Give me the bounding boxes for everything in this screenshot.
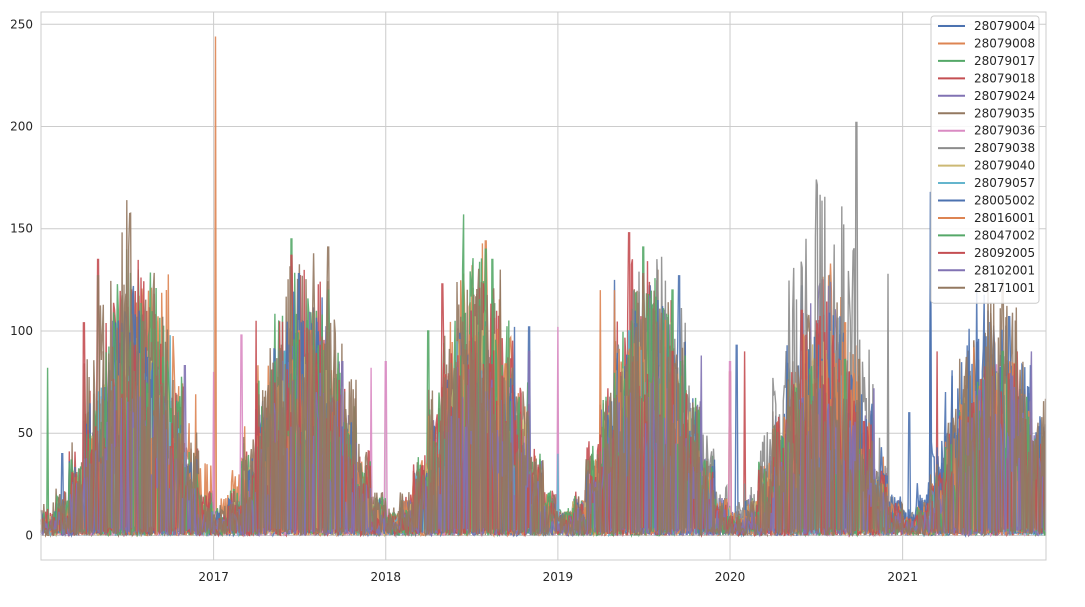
legend-label: 28079036 — [974, 124, 1035, 138]
y-tick-label: 50 — [18, 426, 33, 440]
legend-label: 28079040 — [974, 159, 1035, 173]
legend-label: 28079004 — [974, 19, 1035, 33]
y-axis-ticks: 0 50 100 150 200 250 — [10, 17, 33, 542]
x-tick-label: 2018 — [370, 570, 401, 584]
legend-label: 28079017 — [974, 54, 1035, 68]
legend: 28079004 28079008 28079017 28079018 28079024… — [930, 15, 1040, 304]
legend-label: 28171001 — [974, 281, 1035, 295]
legend-label: 28079018 — [974, 71, 1035, 85]
x-tick-label: 2021 — [887, 570, 918, 584]
plot-frame — [40, 11, 1047, 561]
x-tick-label: 2019 — [543, 570, 574, 584]
grid-lines — [41, 12, 1046, 560]
legend-label: 28079038 — [974, 141, 1035, 155]
x-axis-ticks: 2017 2018 2019 2020 2021 — [198, 570, 918, 584]
y-tick-label: 0 — [25, 528, 33, 542]
legend-label: 28102001 — [974, 263, 1035, 277]
legend-label: 28016001 — [974, 211, 1035, 225]
legend-label: 28079024 — [974, 89, 1035, 103]
y-tick-label: 100 — [10, 324, 33, 338]
x-tick-label: 2020 — [715, 570, 746, 584]
legend-label: 28047002 — [974, 228, 1035, 242]
legend-label: 28079008 — [974, 36, 1035, 50]
legend-label: 28079035 — [974, 106, 1035, 120]
legend-label: 28005002 — [974, 194, 1035, 208]
y-tick-label: 150 — [10, 222, 33, 236]
legend-label: 28092005 — [974, 246, 1035, 260]
legend-label: 28079057 — [974, 176, 1035, 190]
series-lines — [40, 36, 1047, 539]
x-tick-label: 2017 — [198, 570, 229, 584]
legend-box — [930, 15, 1040, 304]
y-tick-label: 250 — [10, 17, 33, 31]
series-line-28171001 — [40, 253, 1047, 538]
y-tick-label: 200 — [10, 120, 33, 134]
